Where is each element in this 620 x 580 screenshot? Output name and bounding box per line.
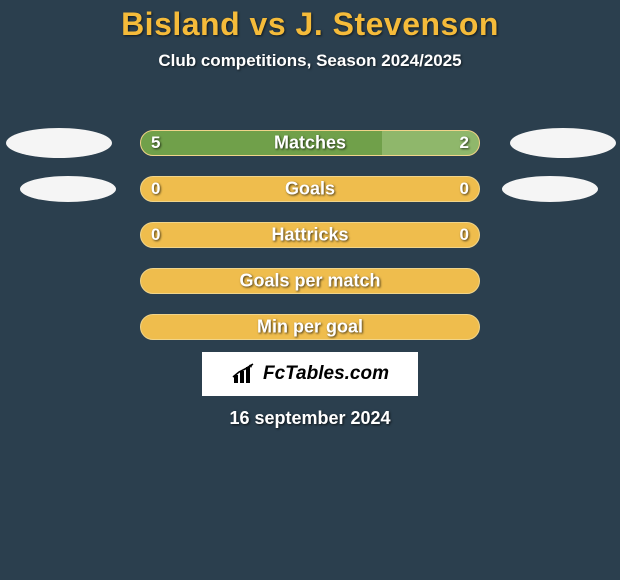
stat-bar: 00Goals <box>140 176 480 202</box>
watermark-chart-icon <box>231 363 257 385</box>
player-marker-right <box>510 128 616 158</box>
stat-rows: 52Matches 00Goals 00Hattricks Goals per mat… <box>0 120 620 350</box>
stat-label: Min per goal <box>141 317 479 338</box>
player-marker-right <box>502 176 598 202</box>
player-marker-left <box>20 176 116 202</box>
stat-bar: Min per goal <box>140 314 480 340</box>
stat-bar: 52Matches <box>140 130 480 156</box>
stat-row: 52Matches <box>0 120 620 166</box>
stat-row: Min per goal <box>0 304 620 350</box>
comparison-infographic: Bisland vs J. Stevenson Club competition… <box>0 0 620 580</box>
subtitle: Club competitions, Season 2024/2025 <box>0 51 620 71</box>
watermark-badge: FcTables.com <box>202 352 418 396</box>
stat-label: Hattricks <box>141 225 479 246</box>
stat-bar: 00Hattricks <box>140 222 480 248</box>
date-text: 16 september 2024 <box>0 408 620 429</box>
stat-row: 00Goals <box>0 166 620 212</box>
watermark-text: FcTables.com <box>263 363 389 385</box>
stat-bar: Goals per match <box>140 268 480 294</box>
stat-label: Goals per match <box>141 271 479 292</box>
stat-row: Goals per match <box>0 258 620 304</box>
stat-row: 00Hattricks <box>0 212 620 258</box>
page-title: Bisland vs J. Stevenson <box>0 0 620 43</box>
stat-label: Matches <box>141 133 479 154</box>
player-marker-left <box>6 128 112 158</box>
stat-label: Goals <box>141 179 479 200</box>
